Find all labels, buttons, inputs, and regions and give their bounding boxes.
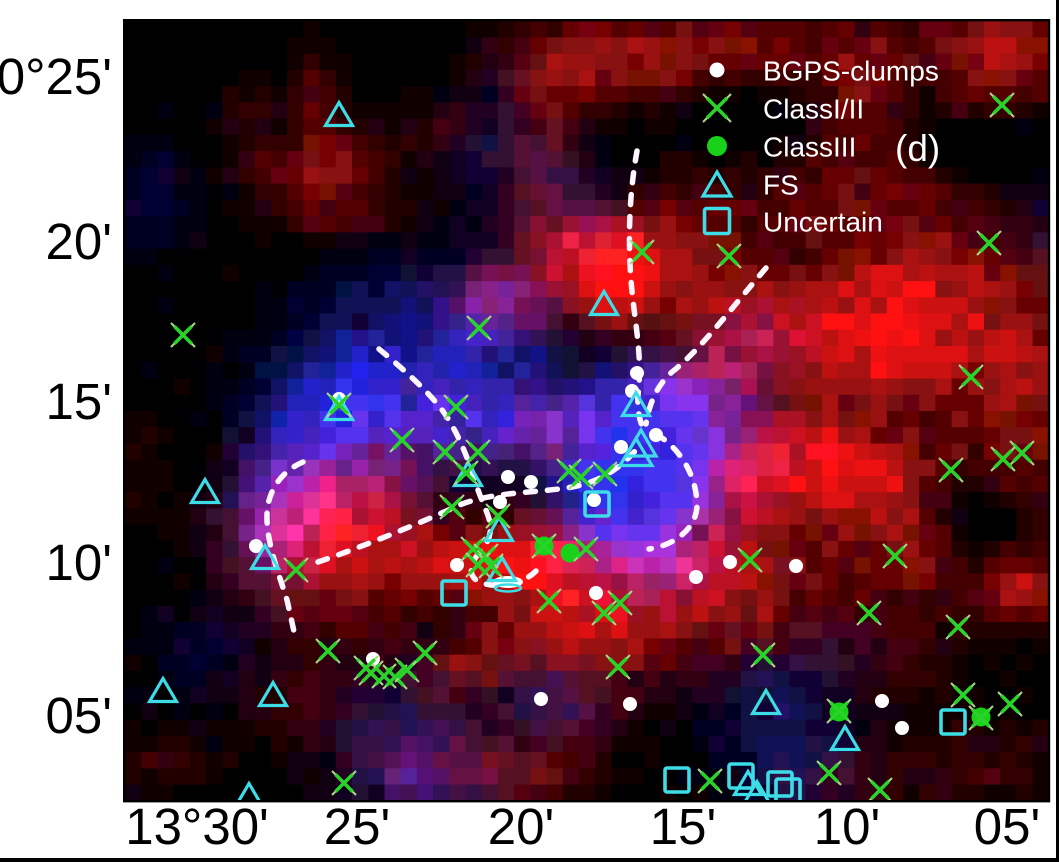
svg-text:05': 05' [46,687,112,744]
svg-text:15': 15' [650,798,716,855]
svg-text:15': 15' [46,373,112,430]
svg-text:BGPS-clumps: BGPS-clumps [763,56,939,87]
svg-text:(d): (d) [895,128,940,169]
svg-text:25': 25' [324,798,390,855]
svg-text:05': 05' [974,798,1040,855]
svg-text:Uncertain: Uncertain [763,207,883,238]
svg-text:ClassIII: ClassIII [763,132,856,163]
svg-text:10': 10' [814,798,880,855]
svg-text:FS: FS [763,170,799,201]
svg-text:10': 10' [46,534,112,591]
svg-text:20': 20' [488,798,554,855]
svg-text:13°30': 13°30' [125,798,269,855]
svg-text:0°25': 0°25' [0,48,112,105]
svg-text:20': 20' [46,213,112,270]
svg-text:ClassI/II: ClassI/II [763,94,864,125]
